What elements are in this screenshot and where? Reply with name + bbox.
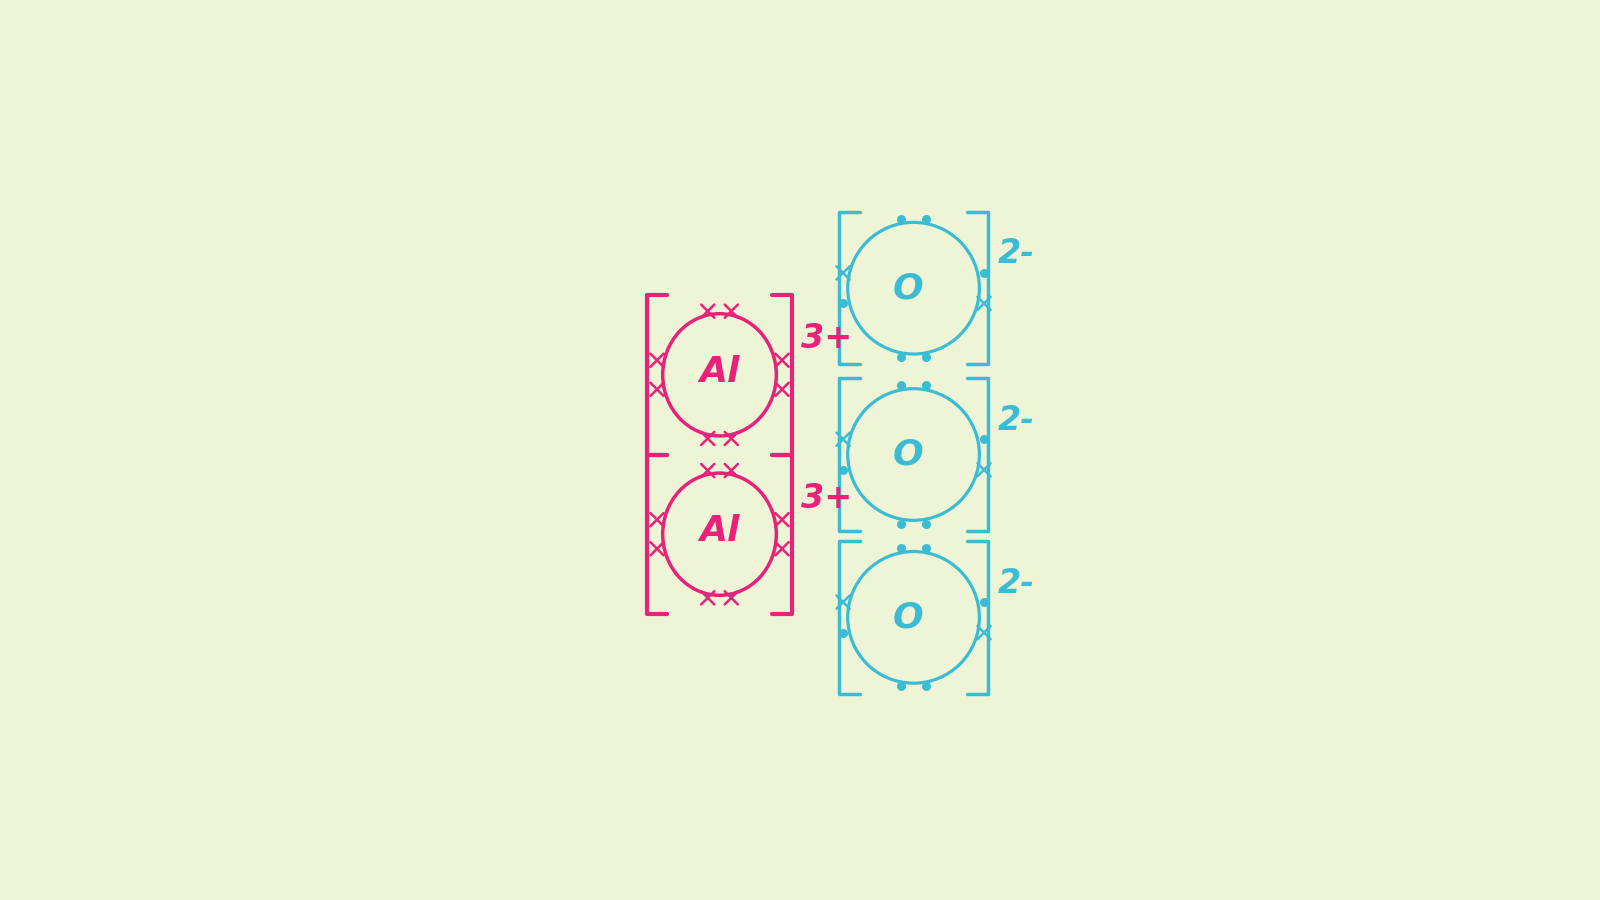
Text: O: O (893, 437, 923, 472)
Text: 2-: 2- (997, 238, 1035, 270)
Text: 3+: 3+ (802, 322, 853, 356)
Text: O: O (893, 600, 923, 634)
Text: 2-: 2- (997, 404, 1035, 436)
Text: O: O (893, 271, 923, 305)
Text: Al: Al (699, 515, 739, 548)
Text: 2-: 2- (997, 567, 1035, 599)
Text: Al: Al (699, 355, 739, 389)
Text: 3+: 3+ (802, 482, 853, 515)
